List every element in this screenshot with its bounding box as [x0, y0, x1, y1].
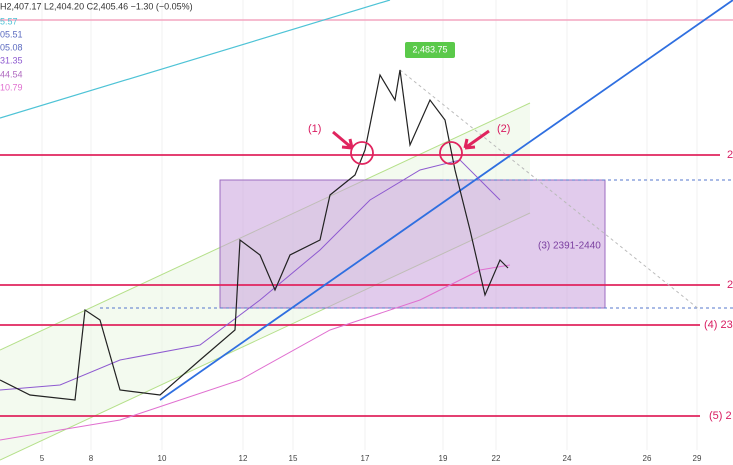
price-tag-box: [405, 42, 455, 58]
x-axis: 5 8 10 12 15 17 19 22 24 26 29: [40, 454, 702, 463]
arrow: [332, 130, 354, 150]
x-axis-label: 12: [239, 454, 248, 463]
marker-circle: [350, 141, 374, 165]
trend-line: [0, 0, 391, 119]
annotation: (4) 23: [704, 319, 733, 331]
price-path: [0, 69, 509, 401]
levels: [0, 154, 720, 417]
trend-line: [159, 0, 733, 401]
moving-average: [0, 159, 501, 391]
annotation: (3) 2391-2440: [538, 241, 601, 252]
right-label: 2: [727, 279, 733, 291]
legend-value: 44.54: [0, 69, 23, 79]
legend-value: 5.57: [0, 16, 18, 26]
annotation: (5) 2: [709, 410, 732, 422]
x-axis-label: 24: [563, 454, 572, 463]
annotation: (2): [497, 123, 510, 135]
x-axis-label: 8: [89, 454, 94, 463]
ohlc-header: H2,407.17 L2,404.20 C2,405.46 −1.30 (−0.…: [0, 1, 193, 11]
dashed-projection: [399, 69, 701, 311]
legend-value: 31.35: [0, 55, 23, 65]
marker-circle: [439, 141, 463, 165]
price-tag: 2,483.75: [412, 44, 447, 54]
x-axis-label: 19: [439, 454, 448, 463]
x-axis-label: 10: [158, 454, 167, 463]
x-axis-label: 15: [289, 454, 298, 463]
x-axis-label: 17: [361, 454, 370, 463]
arrow: [463, 129, 490, 150]
legend-value: 05.08: [0, 42, 23, 52]
moving-average: [0, 264, 511, 441]
annotation: (1): [308, 123, 321, 135]
legend-values: 5.57 05.51 05.08 31.35 44.54 10.79: [0, 16, 23, 92]
legend-value: 10.79: [0, 82, 23, 92]
x-axis-label: 29: [693, 454, 702, 463]
x-axis-label: 5: [40, 454, 45, 463]
right-label: 2: [727, 149, 733, 161]
legend-value: 05.51: [0, 29, 23, 39]
x-axis-label: 26: [643, 454, 652, 463]
x-axis-label: 22: [492, 454, 501, 463]
zone-box: [219, 179, 606, 309]
grid: [41, 0, 698, 450]
